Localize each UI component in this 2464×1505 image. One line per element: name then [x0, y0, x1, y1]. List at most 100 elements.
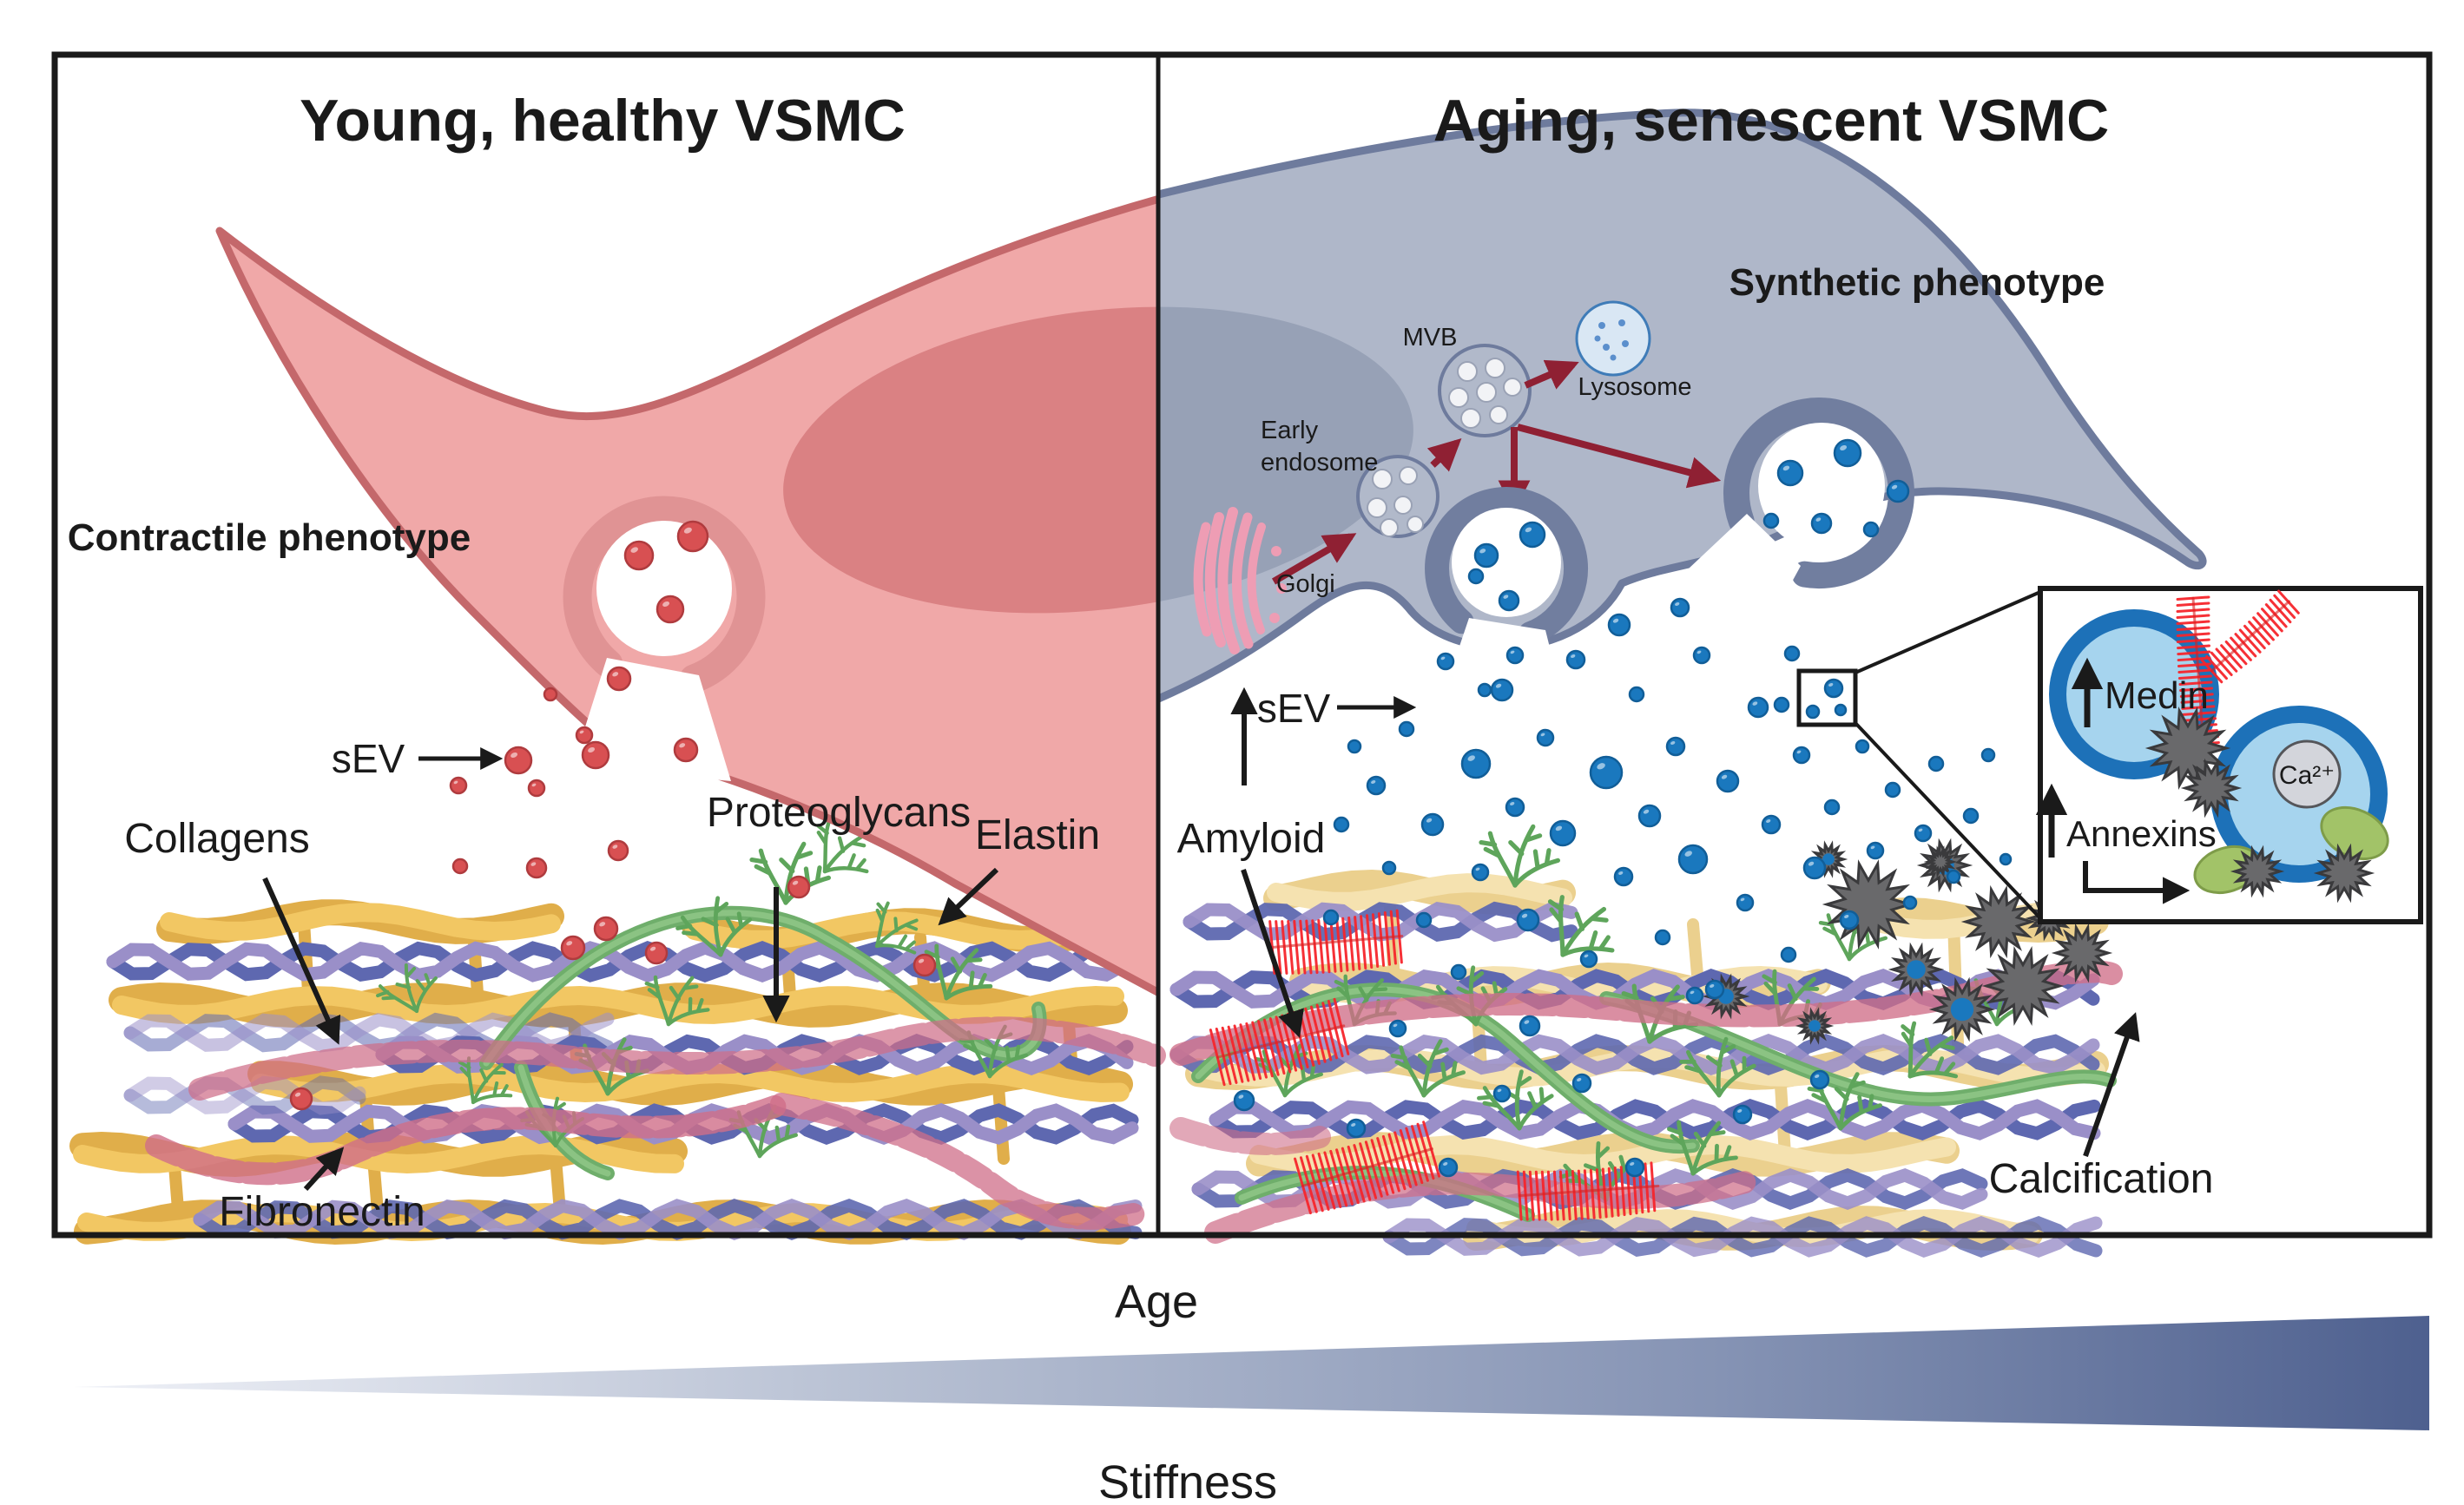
- sev-particle: [1764, 514, 1778, 528]
- sev-particle: [1864, 522, 1878, 536]
- sev-particle: [1671, 599, 1689, 616]
- age-label: Age: [1115, 1276, 1198, 1328]
- sev-particle: [1964, 809, 1978, 823]
- sev-particle: [1915, 825, 1931, 841]
- sev-particle: [1573, 1075, 1591, 1092]
- sev-particle: [583, 742, 609, 768]
- sev-particle: [562, 937, 584, 959]
- sev-particle: [291, 1088, 312, 1109]
- sev-particle: [1506, 799, 1524, 816]
- sev-particle: [1626, 1159, 1644, 1176]
- sev-particle: [1324, 910, 1338, 924]
- sev-particle: [1615, 868, 1632, 885]
- sev-particle: [544, 688, 557, 700]
- sev-particle: [529, 780, 544, 796]
- sev-inset: Medin Ca²⁺ Annexins: [2040, 588, 2421, 922]
- sev-particle: [1630, 687, 1644, 701]
- sev-particle: [1417, 913, 1431, 927]
- elastin-crosslink: [998, 1087, 1004, 1159]
- lysosome: [1577, 302, 1650, 375]
- sev-particle: [608, 667, 630, 690]
- sev-particle: [1520, 1016, 1539, 1035]
- amyloid-label: Amyloid: [1177, 816, 1326, 862]
- sev-particle: [1469, 569, 1483, 583]
- sev-particle: [1538, 730, 1553, 746]
- sev-left-label: sEV: [332, 736, 405, 781]
- sev-particle: [1812, 514, 1831, 533]
- sev-particle: [1479, 684, 1491, 696]
- sev-right-label: sEV: [1257, 686, 1331, 731]
- sev-particle: [1782, 948, 1795, 962]
- sev-particle: [1400, 722, 1413, 736]
- sev-particle: [1422, 814, 1443, 835]
- sev-particle: [1825, 680, 1842, 697]
- synthetic-phenotype-label: Synthetic phenotype: [1729, 261, 2105, 304]
- vsmc-aging-figure: Age Stiffness: [0, 0, 2464, 1505]
- annexins-label: Annexins: [2066, 813, 2217, 854]
- sev-particle: [1762, 816, 1780, 833]
- sev-particle: [609, 841, 628, 860]
- multivesicular-body: [1440, 345, 1530, 436]
- sev-particle: [1581, 951, 1597, 967]
- sev-particle: [1679, 845, 1707, 873]
- sev-particle: [1687, 988, 1703, 1003]
- sev-particle: [1785, 647, 1799, 660]
- sev-particle: [1775, 698, 1789, 712]
- sev-particle: [1567, 651, 1584, 668]
- sev-particle: [576, 727, 592, 743]
- sev-particle: [1886, 783, 1900, 797]
- sev-particle: [1667, 738, 1684, 755]
- sev-particle: [1334, 818, 1348, 831]
- sev-particle: [1856, 740, 1868, 752]
- sev-particle: [1706, 981, 1723, 998]
- sev-particle: [1390, 1021, 1406, 1036]
- sev-particle: [1904, 897, 1916, 909]
- sev-particle: [451, 778, 466, 793]
- sev-particle: [1804, 858, 1825, 878]
- sev-particle: [1475, 544, 1498, 567]
- sev-particle: [1982, 749, 1994, 761]
- sev-particle: [678, 522, 708, 551]
- sev-particle: [1440, 1159, 1457, 1176]
- sev-particle: [1499, 591, 1519, 610]
- sev-particle: [1825, 800, 1839, 814]
- sev-particle: [1778, 461, 1802, 485]
- sev-particle: [1438, 654, 1453, 669]
- sev-particle: [1235, 1091, 1254, 1110]
- contractile-phenotype-label: Contractile phenotype: [68, 516, 471, 559]
- sev-particle: [1717, 771, 1738, 792]
- sev-particle: [1492, 680, 1512, 700]
- sev-particle: [1811, 1071, 1828, 1088]
- sev-particle: [505, 747, 531, 773]
- calcium-label: Ca²⁺: [2279, 761, 2335, 790]
- sev-particle: [1656, 930, 1670, 944]
- sev-particle: [1694, 647, 1710, 663]
- sev-particle: [1868, 843, 1883, 858]
- sev-particle: [646, 943, 667, 963]
- right-panel-title: Aging, senescent VSMC: [1433, 88, 2109, 154]
- sev-particle: [1452, 965, 1466, 979]
- sev-particle: [1737, 895, 1753, 910]
- sev-particle: [1383, 862, 1395, 874]
- sev-particle: [1807, 706, 1819, 718]
- sev-particle: [914, 955, 935, 976]
- sev-particle: [1794, 747, 1809, 763]
- sev-particle: [1835, 705, 1846, 715]
- sev-particle: [1494, 1086, 1510, 1101]
- elastin-label: Elastin: [975, 812, 1100, 858]
- sev-particle: [1348, 740, 1360, 752]
- left-panel-title: Young, healthy VSMC: [300, 88, 906, 154]
- sev-particle: [1929, 757, 1943, 771]
- medin-label: Medin: [2105, 674, 2209, 717]
- sev-particle: [675, 739, 697, 761]
- sev-particle: [1507, 647, 1523, 663]
- sev-particle: [453, 859, 467, 873]
- sev-particle: [1591, 757, 1622, 788]
- sev-particle: [1347, 1120, 1365, 1137]
- collagens-label: Collagens: [124, 816, 309, 862]
- early-endosome-label-line2: endosome: [1261, 449, 1378, 476]
- sev-particle: [1841, 911, 1858, 929]
- calcified-vesicle-core: [1951, 998, 1973, 1021]
- calcification-label: Calcification: [1989, 1156, 2214, 1202]
- calcified-vesicle-core: [1907, 960, 1926, 979]
